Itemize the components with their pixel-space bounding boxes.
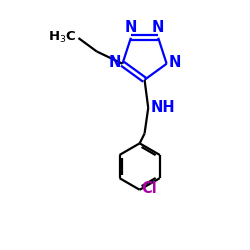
- Text: NH: NH: [150, 100, 175, 116]
- Text: N: N: [152, 20, 164, 35]
- Text: N: N: [125, 20, 137, 35]
- Text: H$_3$C: H$_3$C: [48, 30, 76, 45]
- Text: Cl: Cl: [142, 181, 157, 196]
- Text: N: N: [108, 55, 120, 70]
- Text: N: N: [168, 55, 181, 70]
